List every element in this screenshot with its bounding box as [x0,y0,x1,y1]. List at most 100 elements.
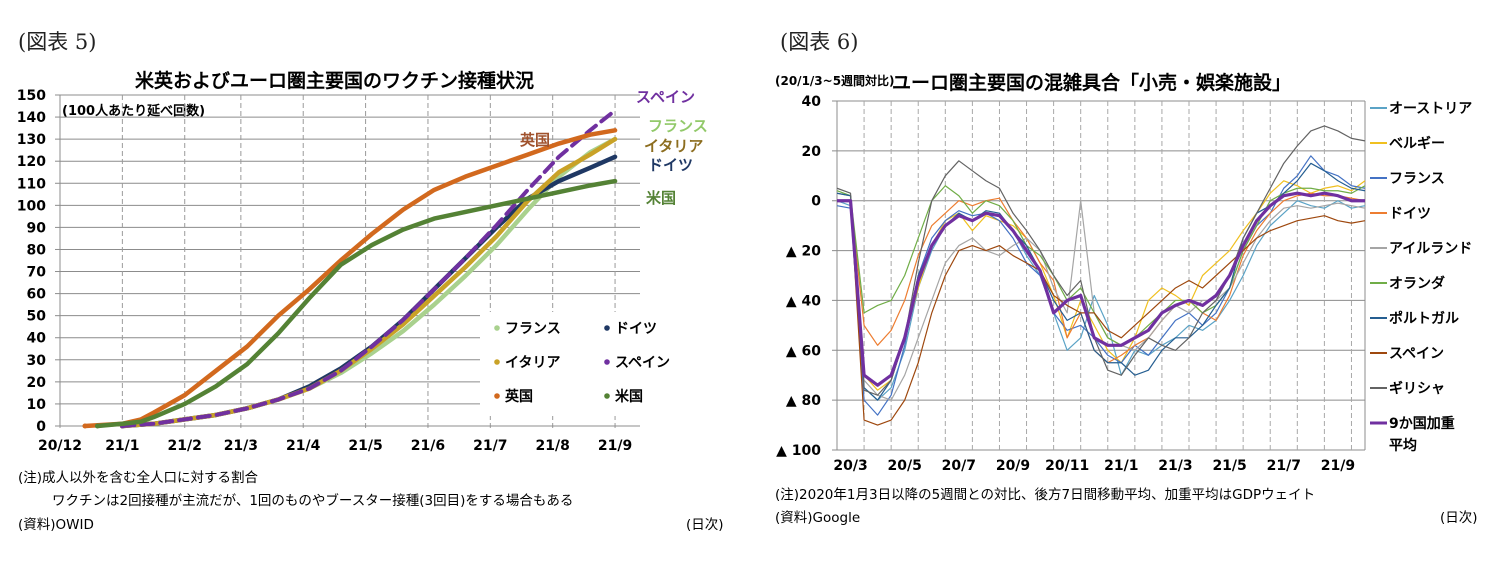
x-tick-label: 21/3 [224,438,258,454]
x-tick-label: 21/2 [168,438,202,454]
y-tick-label: 20 [802,144,822,160]
figure5-source: (資料)OWID [18,517,94,533]
y-tick-label: 70 [27,265,47,281]
y-tick-label: ▲ 60 [786,343,821,359]
legend-label: 英国 [504,388,533,405]
legend-marker [604,393,610,399]
legend-label: 9か国加重 [1389,415,1455,432]
series-end-label: 英国 [520,131,550,149]
figure6-note: (注)2020年1月3日以降の5週間との対比、後方7日間移動平均、加重平均はGD… [775,487,1316,503]
y-tick-label: 100 [17,198,46,214]
y-tick-label: 40 [802,94,822,110]
legend-label: スペイン [615,355,670,371]
y-tick-label: 150 [17,88,46,104]
x-tick-label: 21/7 [1267,458,1301,474]
y-tick-label: ▲ 80 [786,393,821,409]
series-end-label: イタリア [644,137,703,155]
y-tick-label: 20 [27,375,47,391]
y-tick-label: 10 [27,397,47,413]
legend-label: 平均 [1389,437,1417,454]
legend-marker [604,359,610,365]
figure6-label: (図表 6) [780,30,859,54]
y-tick-label: 140 [17,110,46,126]
figure6-unit: (日次) [1440,510,1478,526]
y-tick-label: 40 [27,331,47,347]
legend-label: ベルギー [1389,135,1445,152]
x-tick-label: 21/9 [598,438,632,454]
series-line-6 [836,162,1366,401]
chart1-title: 米英およびユーロ圏主要国のワクチン接種状況 [135,70,535,92]
legend-label: アイルランド [1389,241,1472,257]
x-tick-label: 21/4 [286,438,321,454]
series-line-9 [837,191,1365,387]
x-tick-label: 20/9 [996,458,1030,474]
x-tick-label: 21/9 [1321,458,1355,474]
legend-label: オランダ [1389,275,1445,292]
legend-label: ドイツ [1389,206,1431,222]
x-tick-label: 21/1 [1104,458,1138,474]
series-line-7 [837,200,1366,426]
legend-background [480,312,680,416]
series-line-3 [120,108,618,428]
y-tick-label: ▲ 20 [786,244,821,260]
x-tick-label: 21/7 [473,438,507,454]
y-tick-label: 50 [27,309,47,325]
series-line-0 [836,200,1366,401]
y-tick-label: 120 [17,154,46,170]
y-tick-label: 0 [36,419,46,435]
series-line-5 [95,178,618,429]
series-end-label: 米国 [646,189,676,207]
chart1-ylabel: (100人あたり延べ回数) [62,104,206,119]
series-end-label: フランス [648,117,708,135]
x-tick-label: 21/6 [411,438,445,454]
y-tick-label: 30 [27,353,47,369]
series-line-4 [82,128,618,429]
series-end-label: ドイツ [648,156,693,174]
series-start-marker-5 [94,423,100,429]
y-tick-label: 0 [811,194,821,210]
figure5-label: (図表 5) [18,30,97,54]
legend-marker [494,325,500,331]
legend-label: ドイツ [615,321,657,337]
legend-marker [494,393,500,399]
series-start-marker-4 [82,423,88,429]
x-tick-label: 20/7 [942,458,976,474]
legend-marker [604,325,610,331]
x-tick-label: 21/5 [348,438,382,454]
legend-label: スペイン [1389,346,1444,362]
legend-label: 米国 [615,388,643,405]
x-tick-label: 20/3 [833,458,867,474]
y-tick-label: 110 [17,176,46,192]
x-tick-label: 20/12 [38,438,82,454]
chart1-svg: 0 10 20 30 40 50 60 70 80 90 100 110 120 130 140 150 20/… [17,88,708,454]
legend-label: フランス [1389,171,1445,187]
series-line-5 [836,185,1366,346]
x-tick-label: 21/1 [105,438,139,454]
series-end-label: スペイン [636,88,695,106]
y-tick-label: ▲ 40 [786,293,821,309]
y-tick-label: 60 [27,287,47,303]
x-tick-label: 20/11 [1045,458,1089,474]
x-tick-label: 21/3 [1158,458,1192,474]
legend-label: ポルトガル [1389,310,1459,327]
chart2-title: ユーロ圏主要国の混雑具合「小売・娯楽施設」 [892,72,1292,94]
series-line-8 [836,125,1366,396]
x-tick-label: 21/8 [536,438,570,454]
legend-label: フランス [505,321,561,337]
legend-label: オーストリア [1389,101,1472,117]
x-tick-label: 20/5 [888,458,922,474]
legend-label: ギリシャ [1389,380,1445,397]
figure5-note-line2: ワクチンは2回接種が主流だが、1回のものやブースター接種(3回目)をする場合もあ… [52,493,574,509]
x-tick-label: 21/5 [1212,458,1246,474]
legend-marker [494,359,500,365]
y-tick-label: 80 [27,242,47,258]
y-tick-label: 130 [17,132,46,148]
figure5-note-line1: (注)成人以外を含む全人口に対する割合 [18,470,259,486]
figure5-unit: (日次) [686,517,724,533]
figure6-source: (資料)Google [775,510,861,526]
chart2-ylabel: (20/1/3~5週間対比) [775,74,895,88]
legend-label: イタリア [505,355,560,371]
y-tick-label: ▲ 100 [776,443,821,459]
y-tick-label: 90 [27,220,47,236]
